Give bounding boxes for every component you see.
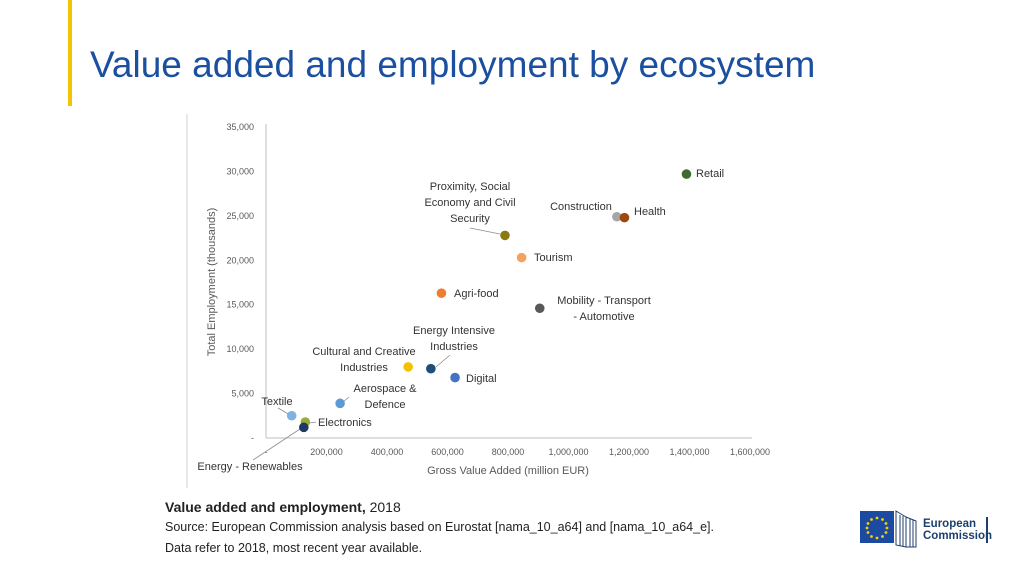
- point-label: Health: [634, 206, 666, 218]
- data-point: [500, 230, 510, 241]
- point-label: Cultural and Creative: [312, 346, 415, 358]
- y-tick-label: 30,000: [226, 166, 254, 176]
- point-label: Construction: [550, 201, 612, 213]
- y-tick-label: 10,000: [226, 344, 254, 354]
- y-tick-label: -: [251, 433, 254, 443]
- x-tick-label: 1,600,000: [730, 447, 770, 457]
- point-label: Energy - Renewables: [197, 461, 303, 473]
- point-label: Proximity, Social: [430, 181, 510, 193]
- y-tick-label: 20,000: [226, 255, 254, 265]
- page-title: Value added and employment by ecosystem: [90, 44, 816, 85]
- y-tick-label: 25,000: [226, 211, 254, 221]
- point-label: Economy and Civil: [424, 197, 515, 209]
- scatter-chart: - 5,000 10,000 15,000 20,000 25,000 30,000 35,0…: [186, 114, 770, 488]
- leader-line: [435, 354, 451, 368]
- point-label: Aerospace &: [354, 383, 418, 395]
- x-tick-label-zero: -: [265, 447, 268, 457]
- data-point: [335, 398, 345, 409]
- point-label: Mobility - Transport: [557, 295, 651, 307]
- point-label: Industries: [430, 341, 478, 353]
- point-label: - Automotive: [573, 311, 634, 323]
- data-point: [403, 362, 413, 372]
- accent-bar: [68, 0, 72, 106]
- point-label: Textile: [261, 396, 292, 408]
- figure-caption: Value added and employment, 2018 Source:…: [165, 497, 845, 559]
- logo-line-1: European: [923, 518, 977, 530]
- logo-divider: [986, 517, 988, 543]
- x-tick-label: 200,000: [310, 447, 343, 457]
- leader-line: [252, 428, 301, 461]
- logo-line-2: Commission: [923, 530, 993, 542]
- data-point: [450, 372, 460, 383]
- data-point: [612, 211, 622, 222]
- x-axis-title: Gross Value Added (million EUR): [427, 465, 589, 477]
- point-label: Electronics: [318, 417, 372, 429]
- x-tick-label: 1,200,000: [609, 447, 649, 457]
- x-tick-label: 1,000,000: [548, 447, 588, 457]
- point-label: Industries: [340, 362, 388, 374]
- data-point: [681, 169, 692, 179]
- point-label: Energy Intensive: [413, 325, 495, 337]
- point-label: Defence: [365, 399, 406, 411]
- y-tick-label: 35,000: [226, 122, 254, 132]
- european-commission-logo: European Commission: [860, 507, 993, 549]
- data-point: [299, 422, 309, 433]
- x-tick-label: 800,000: [492, 447, 525, 457]
- point-label: Retail: [696, 168, 724, 180]
- data-point: [619, 212, 630, 223]
- caption-note: Data refer to 2018, most recent year ava…: [165, 541, 423, 555]
- point-label: Digital: [466, 373, 497, 385]
- data-point: [286, 410, 297, 421]
- leader-line: [308, 421, 317, 424]
- y-axis-title: Total Employment (thousands): [206, 208, 218, 357]
- data-point: [426, 363, 436, 374]
- y-tick-label: 15,000: [226, 300, 254, 310]
- eu-flag-icon: [860, 510, 917, 548]
- data-point: [436, 288, 447, 298]
- data-point: [516, 252, 527, 263]
- point-label: Security: [450, 213, 490, 225]
- x-tick-label: 400,000: [371, 447, 404, 457]
- x-tick-label: 1,400,000: [669, 447, 709, 457]
- caption-year: 2018: [365, 499, 401, 515]
- point-label: Agri-food: [454, 288, 499, 300]
- y-tick-label: 5,000: [231, 389, 254, 399]
- x-tick-label: 600,000: [431, 447, 464, 457]
- caption-title: Value added and employment,: [165, 499, 366, 515]
- caption-source: Source: European Commission analysis bas…: [165, 520, 714, 534]
- point-label: Tourism: [534, 252, 573, 264]
- leader-line: [469, 227, 501, 235]
- data-point: [534, 303, 545, 314]
